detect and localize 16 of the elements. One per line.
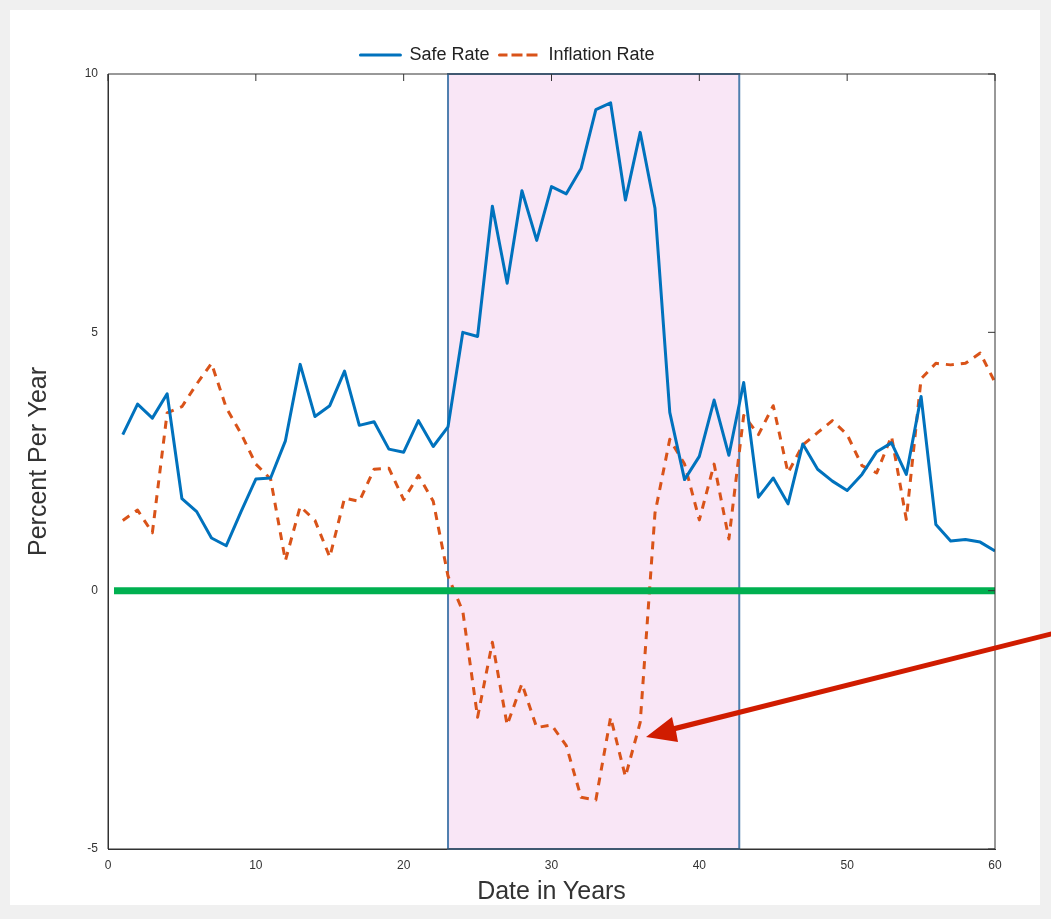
x-axis-title: Date in Years: [477, 875, 626, 904]
legend-label: Safe Rate: [409, 43, 490, 64]
y-tick-label: -5: [87, 841, 99, 856]
y-tick-label: 5: [91, 324, 99, 339]
x-tick-label: 10: [249, 857, 263, 872]
y-tick-label: 10: [84, 66, 99, 81]
x-tick-label: 40: [692, 857, 707, 872]
x-tick-label: 0: [104, 857, 112, 872]
y-tick-label: 0: [91, 582, 99, 597]
legend-label: Inflation Rate: [548, 43, 655, 64]
x-tick-label: 30: [544, 857, 559, 872]
x-tick-label: 20: [396, 857, 411, 872]
y-axis-title: Percent Per Year: [22, 366, 51, 557]
line-series: [121, 351, 995, 802]
x-tick-label: 60: [988, 857, 1002, 872]
x-tick-label: 50: [840, 857, 855, 872]
